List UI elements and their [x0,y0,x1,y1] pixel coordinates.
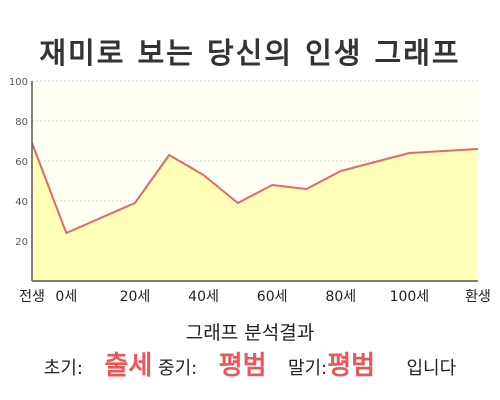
x-tick-label: 60세 [257,289,288,305]
x-tick-label: 40세 [188,289,219,305]
mid-label: 중기: [158,358,198,379]
early-label: 초기: [43,358,83,379]
series-area [32,143,478,281]
late-value: 평범 [327,351,376,381]
x-tick-label: 0세 [55,289,77,305]
early-value: 출세 [104,351,153,381]
x-tick-label: 80세 [325,289,356,305]
y-tick-label: 20 [15,237,28,248]
y-tick-label: 40 [15,197,28,208]
x-tick-label: 100세 [390,289,430,305]
x-tick-label: 환생 [465,289,491,305]
y-tick-label: 60 [15,157,28,168]
result-suffix: 입니다 [406,358,457,379]
x-tick-label: 전생 [19,289,45,305]
late-label: 말기: [288,358,328,379]
analysis-title: 그래프 분석결과 [185,322,315,344]
y-tick-label: 80 [15,117,28,128]
analysis-result-line: 초기: 출세 중기: 평범 말기:평범 입니다 [0,345,500,382]
series-line [31,142,479,234]
chart-title: 재미로 보는 당신의 인생 그래프 [39,36,461,70]
mid-value: 평범 [218,351,267,381]
x-tick-label: 20세 [120,289,151,305]
y-tick-label: 100 [9,77,28,88]
